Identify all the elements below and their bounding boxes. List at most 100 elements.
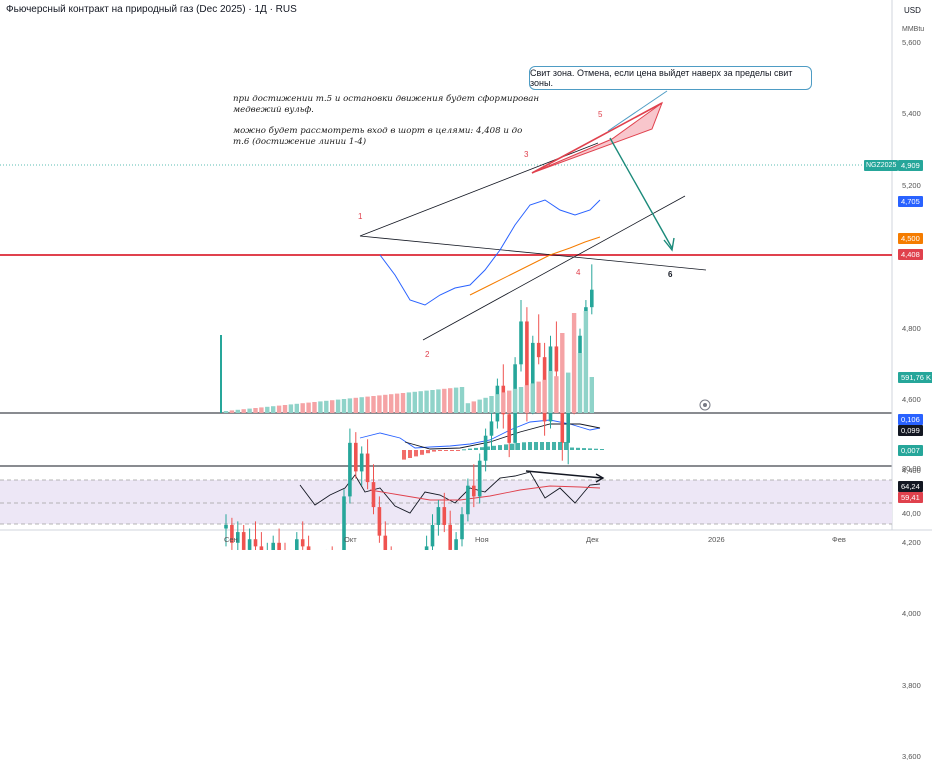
candle-body	[224, 524, 228, 529]
macd-hist-bar	[402, 450, 406, 460]
macd-hist-bar	[516, 443, 520, 450]
candle-body	[342, 496, 346, 550]
candle-body	[236, 532, 240, 543]
macd-hist-bar	[498, 445, 502, 450]
macd-hist-bar	[420, 450, 424, 455]
candle-body	[472, 485, 476, 497]
note-line-1: при достижении т.5 и остановки движения …	[233, 94, 540, 104]
sweet-zone-callout: Свит зона. Отмена, если цена выйдет наве…	[529, 66, 812, 90]
volume-bar	[223, 411, 229, 413]
candle-body	[253, 539, 258, 547]
volume-bar	[400, 393, 406, 413]
candle-body	[383, 535, 388, 550]
volume-bar	[577, 353, 583, 413]
volume-bar	[495, 394, 500, 413]
macd-hist-bar	[480, 447, 484, 450]
sweet-zone-edge	[531, 102, 663, 174]
rsi-divergence-arrow	[525, 470, 603, 479]
volume-bar	[294, 403, 299, 413]
macd-tag-1: 0,106	[898, 414, 923, 425]
price-tick: 4,800	[902, 323, 921, 333]
price-tick: 5,400	[902, 109, 921, 119]
symbol-tag: NGZ2025	[864, 160, 899, 171]
volume-bar	[324, 400, 329, 413]
volume-bar	[377, 395, 382, 413]
wave-label-1: 1	[358, 212, 363, 221]
level-tag: 4,408	[898, 249, 923, 260]
wave-label-4: 4	[576, 268, 581, 277]
volume-bar	[554, 376, 559, 413]
volume-bar	[436, 389, 441, 413]
macd-hist-tag: 0,007	[898, 445, 923, 456]
macd-hist-bar	[468, 448, 472, 450]
macd-hist-bar	[444, 450, 448, 451]
macd-hist-bar	[438, 450, 442, 451]
volume-bar	[518, 387, 524, 413]
note-line-4: т.6 (достижение линии 1-4)	[233, 137, 367, 147]
candle-body	[241, 532, 246, 550]
macd-hist-bar	[456, 450, 460, 451]
macd-hist-bar	[432, 450, 436, 452]
macd-hist-bar	[414, 450, 418, 457]
volume-bar	[406, 392, 412, 413]
macd-hist-bar	[522, 442, 526, 450]
volume-bar	[306, 402, 311, 413]
macd-hist-bar	[558, 442, 562, 450]
rsi-ma-tag: 59,41	[898, 492, 923, 503]
candle-body	[448, 524, 452, 550]
candle-body	[430, 524, 435, 547]
macd-hist-bar	[462, 449, 466, 451]
wolfe-line-1-4	[359, 235, 707, 271]
candle-body	[271, 542, 275, 550]
price-tick: 5,600	[902, 38, 921, 47]
volume-bar	[571, 313, 577, 413]
candle-body	[295, 539, 299, 550]
volume-bar	[220, 335, 222, 413]
macd-hist-bar	[570, 447, 574, 450]
chart-canvas[interactable]	[0, 0, 932, 550]
macd-hist-bar	[426, 450, 430, 454]
volume-bar	[501, 392, 506, 413]
macd-hist-bar	[528, 442, 532, 450]
volume-bar	[241, 409, 246, 413]
rsi-tick-40: 40,00	[902, 509, 921, 518]
macd-hist-bar	[564, 442, 568, 450]
volume-bar	[365, 396, 370, 413]
volume-bar	[448, 388, 453, 413]
volume-bar	[271, 406, 276, 413]
last-price-tag: 4,909	[898, 160, 923, 171]
wolfe-line-2-4	[422, 195, 686, 341]
time-tick: Дек	[586, 535, 599, 544]
volume-bar	[512, 388, 518, 413]
note-line-2: медвежий вульф.	[233, 105, 314, 115]
ma-slow-tag: 4,500	[898, 233, 923, 244]
macd-hist-bar	[486, 446, 490, 450]
volume-bar	[583, 311, 589, 413]
volume-bar	[229, 410, 235, 413]
volume-bar	[235, 409, 240, 413]
macd-hist-bar	[492, 445, 496, 450]
ma-fast-tag: 4,705	[898, 196, 923, 207]
candle-body	[519, 321, 523, 365]
macd-hist-bar	[588, 448, 592, 450]
volume-bar	[548, 371, 553, 413]
time-tick: Окт	[344, 535, 357, 544]
price-tick: 5,200	[902, 180, 921, 190]
candle-body	[300, 539, 305, 547]
macd-hist-bar	[504, 444, 508, 450]
candle-body	[536, 342, 541, 358]
volume-bar	[347, 398, 353, 413]
candle-body	[436, 507, 441, 525]
candle-body	[348, 442, 352, 497]
callout-pointer	[607, 90, 668, 132]
price-tick: 3,800	[902, 680, 921, 690]
volume-bar	[394, 393, 400, 413]
rsi-tag: 64,24	[898, 481, 923, 492]
macd-hist-bar	[408, 450, 412, 458]
candle-body	[460, 514, 464, 540]
volume-bar	[371, 396, 376, 413]
currency-label[interactable]: USD	[904, 6, 921, 15]
candle-body	[531, 342, 535, 400]
candle-body	[466, 485, 470, 515]
volume-bar	[424, 390, 429, 413]
